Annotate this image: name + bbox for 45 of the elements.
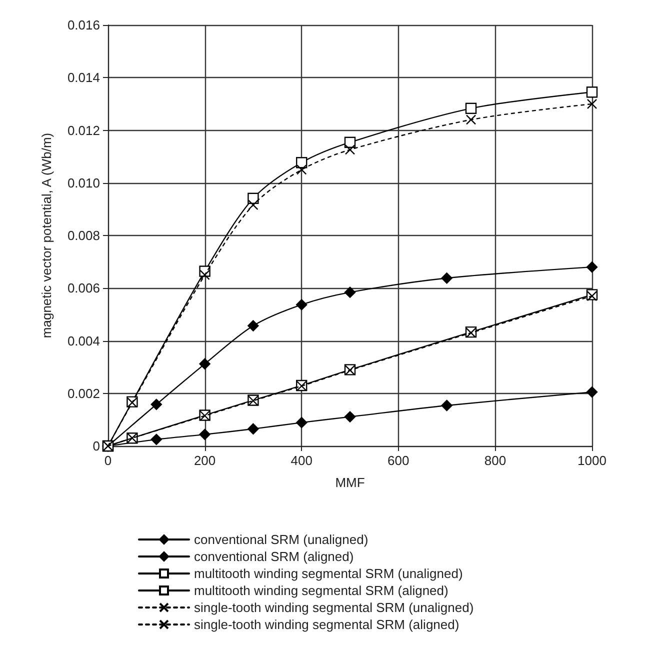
x-tick-label: 200 <box>194 453 216 468</box>
x-tick-label: 800 <box>484 453 506 468</box>
x-tick-label: 400 <box>290 453 312 468</box>
point <box>441 400 452 412</box>
point <box>248 320 259 332</box>
y-tick-label: 0.002 <box>67 386 100 401</box>
legend-label: multitooth winding segmental SRM (aligned) <box>194 583 448 598</box>
y-tick-label: 0.004 <box>67 333 100 348</box>
point <box>199 358 210 370</box>
y-tick-label: 0 <box>92 438 100 454</box>
point <box>586 98 598 110</box>
point <box>150 398 162 410</box>
point <box>465 102 477 114</box>
point <box>296 299 308 310</box>
point <box>248 200 258 210</box>
point <box>586 86 598 98</box>
y-tick-label: 0.014 <box>67 70 100 86</box>
point <box>586 386 598 398</box>
point <box>344 144 356 155</box>
x-tick-label: 0 <box>104 453 112 468</box>
y-axis-title: magnetic vector potential, A (Wb/m) <box>39 132 54 338</box>
y-tick-label: 0.006 <box>67 280 100 296</box>
point <box>441 272 452 284</box>
y-tick-label: 0.010 <box>67 175 100 190</box>
x-tick-label: 600 <box>388 453 410 468</box>
point <box>344 411 356 422</box>
point <box>586 261 598 273</box>
point <box>296 164 307 175</box>
point <box>344 286 356 298</box>
y-tick-label: 0.016 <box>67 18 100 32</box>
point <box>296 416 308 428</box>
point <box>248 423 259 434</box>
y-tick-label: 0.012 <box>67 122 100 138</box>
y-tick-label: 0.008 <box>67 228 100 243</box>
point <box>199 428 210 440</box>
point <box>150 434 162 446</box>
x-tick-label: 1000 <box>578 453 606 468</box>
x-axis-title: MMF <box>335 475 365 490</box>
legend-label: conventional SRM (aligned) <box>194 549 354 564</box>
point <box>466 114 476 125</box>
legend-label: multitooth winding segmental SRM (unaligned) <box>194 566 463 581</box>
point <box>200 270 210 280</box>
legend-label: single-tooth winding segmental SRM (unaligned) <box>194 600 474 615</box>
legend-label: conventional SRM (unaligned) <box>194 532 368 547</box>
legend-label: single-tooth winding segmental SRM (aligned) <box>194 617 460 632</box>
